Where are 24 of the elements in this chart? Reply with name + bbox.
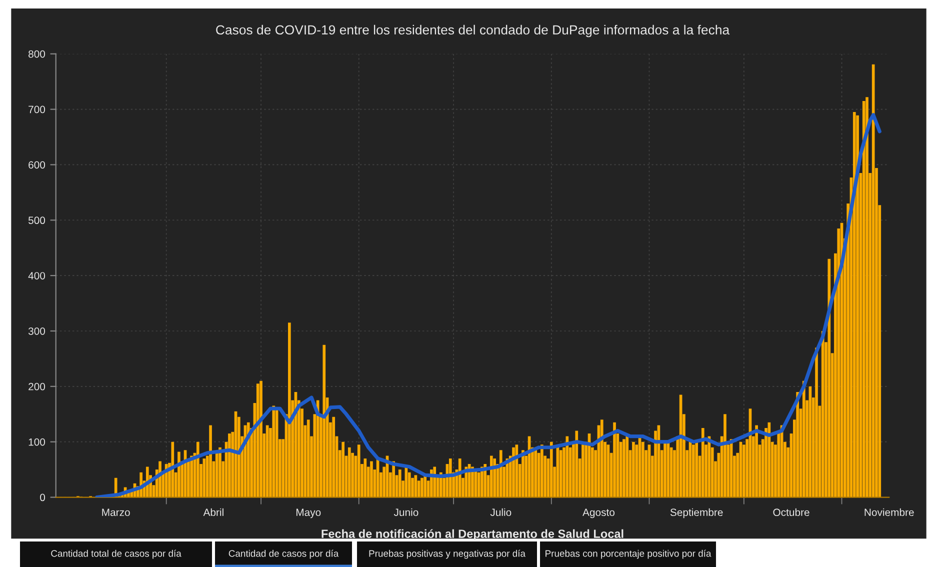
x-tick-label: Agosto [582, 508, 615, 518]
y-tick-label: 300 [28, 327, 46, 335]
x-tick-label: Septiembre [670, 508, 723, 518]
chart-title: Casos de COVID-19 entre los residentes del condado de DuPage informados a la fecha [216, 24, 730, 38]
x-tick-label: Noviembre [864, 508, 914, 516]
y-tick-label: 200 [28, 382, 46, 390]
x-tick-label: Julio [490, 508, 512, 516]
text: Cantidad total de casos por día [51, 550, 182, 559]
y-tick-label: 0 [40, 494, 46, 502]
x-axis-title: Fecha de notificación al Departamento de Salud Local [322, 529, 624, 540]
text: Cantidad de casos por día [228, 550, 339, 559]
y-tick-label: 100 [28, 438, 46, 446]
y-tick-label: 700 [28, 106, 46, 114]
x-tick-label: Abril [203, 508, 224, 516]
x-tick-label: Junio [394, 508, 418, 516]
y-tick-label: 400 [28, 272, 46, 280]
x-tick-label: Octubre [773, 508, 810, 516]
x-tick-label: Marzo [102, 508, 130, 516]
text: Pruebas con porcentaje positivo por día [546, 550, 712, 559]
text: Pruebas positivas y negativas por día [369, 550, 526, 559]
y-tick-label: 500 [28, 216, 46, 224]
y-tick-label: 800 [28, 50, 46, 58]
x-tick-label: Mayo [296, 508, 321, 518]
y-tick-label: 600 [28, 161, 46, 169]
